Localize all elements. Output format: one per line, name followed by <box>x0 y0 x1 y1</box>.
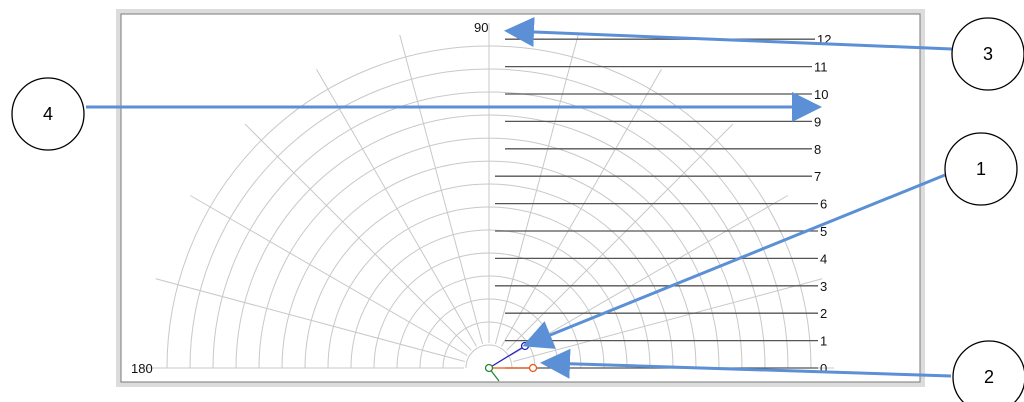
grid-spoke <box>189 195 468 356</box>
grid-spoke <box>399 34 484 344</box>
ring-label-8: 8 <box>814 142 821 157</box>
ring-label-1: 1 <box>820 334 827 349</box>
callout-circle-2 <box>952 340 1024 402</box>
ring-label-6: 6 <box>820 197 827 212</box>
orange-vector-endpoint <box>528 363 538 373</box>
ring-label-7: 7 <box>814 169 821 184</box>
grid-spoke <box>513 278 823 363</box>
angle-label-180: 180 <box>131 361 153 376</box>
blue-vector-endpoint <box>520 341 530 351</box>
callout-arrow-3 <box>504 16 953 51</box>
grid-spoke <box>316 68 477 347</box>
ring-label-5: 5 <box>820 224 827 239</box>
ring-label-11: 11 <box>814 60 828 75</box>
grid-spoke <box>244 123 472 351</box>
callout-number-3: 3 <box>983 44 993 64</box>
grid-spoke <box>510 195 789 356</box>
callout-number-4: 4 <box>43 104 53 124</box>
ring-label-2: 2 <box>820 306 827 321</box>
callout-circle-3 <box>951 17 1024 91</box>
callouts: 1 2 3 4 <box>11 16 1024 402</box>
angle-label-90: 90 <box>474 20 488 35</box>
callout-arrow-1 <box>522 173 946 349</box>
ring-label-10: 10 <box>814 87 828 102</box>
ring-label-3: 3 <box>820 279 827 294</box>
ring-label-4: 4 <box>820 251 827 266</box>
grid-spoke <box>155 278 465 363</box>
plot-area <box>120 13 921 383</box>
blue-vector <box>488 345 526 369</box>
callout-arrow-2 <box>540 348 952 379</box>
callout-circle-1 <box>944 132 1018 206</box>
grid-ring <box>465 344 513 369</box>
callout-circle-4 <box>11 77 85 151</box>
callout-number-1: 1 <box>976 159 986 179</box>
origin-marker <box>484 363 494 373</box>
ring-label-0: 0 <box>820 361 827 376</box>
ring-label-9: 9 <box>814 114 821 129</box>
polar-grid <box>144 23 834 369</box>
callout-number-2: 2 <box>984 367 994 387</box>
grid-spoke <box>494 34 579 344</box>
grid-spoke <box>501 68 662 347</box>
